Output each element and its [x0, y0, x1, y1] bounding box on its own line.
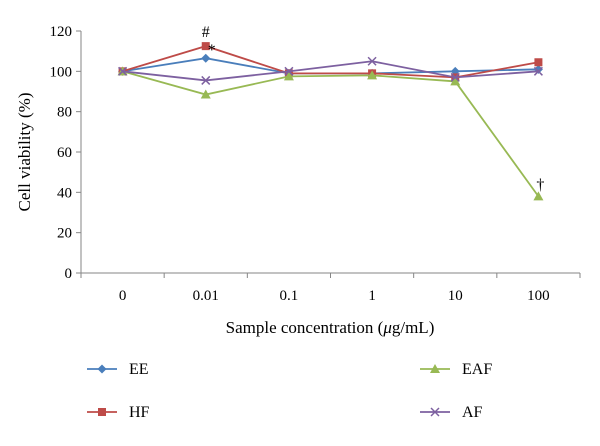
legend-label-eaf: EAF — [462, 361, 492, 378]
x-axis-ticks: 0 0.01 0.1 1 10 100 — [80, 273, 581, 304]
x-tick-label: 1 — [368, 288, 376, 304]
x-axis-title: Sample concentration (μg/mL) — [226, 318, 435, 337]
y-tick-label: 40 — [57, 185, 72, 201]
y-axis-title: Cell viability (%) — [15, 93, 34, 212]
legend-label-hf: HF — [129, 404, 150, 421]
legend-item-ee: EE — [87, 361, 149, 378]
legend-item-af: AF — [420, 404, 483, 421]
data-point-af — [201, 75, 211, 85]
series-af — [118, 56, 543, 85]
x-tick-label: 10 — [448, 288, 463, 304]
significance-marker: † — [536, 176, 544, 193]
legend-label-ee: EE — [129, 361, 149, 378]
y-tick-label: 60 — [57, 145, 72, 161]
y-tick-label: 0 — [65, 266, 73, 282]
data-point-ee — [201, 53, 211, 63]
data-point-hf — [201, 42, 210, 51]
x-tick-label: 100 — [527, 288, 550, 304]
x-tick-label: 0 — [119, 288, 127, 304]
data-point-eaf — [200, 89, 211, 99]
legend-marker-hf — [98, 408, 106, 416]
legend: EE HF EAF AF — [87, 361, 492, 421]
legend-item-hf: HF — [87, 404, 150, 421]
y-tick-label: 120 — [50, 24, 73, 40]
series-line-hf — [122, 45, 539, 79]
data-point-eaf — [533, 191, 544, 201]
legend-label-af: AF — [462, 404, 483, 421]
legend-marker-af — [430, 407, 440, 417]
y-axis-ticks: 0 20 40 60 80 100 120 — [50, 24, 81, 282]
legend-item-eaf: EAF — [420, 361, 492, 378]
series-line-af — [122, 60, 539, 82]
data-point-hf — [534, 58, 543, 67]
data-point-af — [450, 72, 460, 82]
series-layer — [117, 42, 544, 201]
y-tick-label: 80 — [57, 105, 72, 121]
series-line-eaf — [122, 70, 540, 197]
legend-marker-eaf — [430, 364, 440, 373]
plot-area: 0 20 40 60 80 100 120 0 0.01 0.1 1 10 100 #* † — [50, 24, 581, 304]
data-point-af — [367, 56, 377, 66]
x-tick-label: 0.1 — [280, 288, 299, 304]
significance-marker: * — [208, 42, 216, 59]
data-point-af — [533, 66, 543, 76]
data-point-af — [284, 66, 294, 76]
data-point-eaf — [367, 70, 378, 80]
data-point-eaf — [283, 71, 294, 81]
series-eaf — [117, 66, 544, 201]
y-tick-label: 20 — [57, 226, 72, 242]
annotation-layer: #* † — [202, 24, 545, 193]
y-tick-label: 100 — [50, 64, 73, 80]
x-tick-label: 0.01 — [193, 288, 219, 304]
data-point-eaf — [450, 76, 461, 86]
significance-marker: # — [202, 24, 210, 41]
data-point-af — [118, 66, 128, 76]
legend-marker-ee — [97, 364, 107, 374]
